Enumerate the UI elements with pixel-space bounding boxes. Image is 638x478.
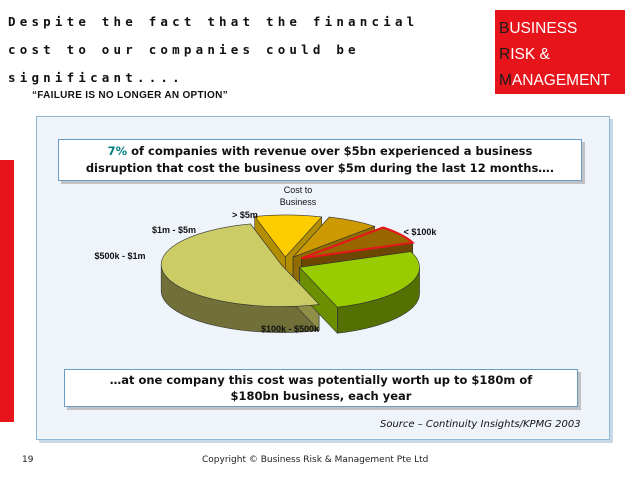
pie-slice (298, 251, 420, 308)
brand-initial: R (499, 46, 511, 63)
copyright: Copyright © Business Risk & Management P… (202, 455, 429, 465)
source-note: Source – Continuity Insights/KPMG 2003 (380, 419, 581, 430)
callout-top: 7% of companies with revenue over $5bn e… (58, 139, 582, 181)
callout-top-line-1: 7% of companies with revenue over $5bn e… (59, 143, 581, 160)
callout-bottom-line-1: …at one company this cost was potentiall… (109, 373, 533, 387)
chart-title-line-1: Cost to (284, 185, 313, 195)
slide-subtitle: “FAILURE IS NO LONGER AN OPTION” (32, 90, 228, 101)
pie-slice (301, 226, 416, 260)
brand-word: USINESS (509, 20, 578, 37)
brand-logo: BUSINESS RISK & MANAGEMENT (495, 10, 625, 94)
pie-slice (254, 214, 323, 258)
pie-label: $1m - $5m (152, 225, 196, 235)
pie-label: $500k - $1m (94, 251, 145, 261)
brand-line-business: BUSINESS (499, 16, 625, 42)
pie-label: < $100k (404, 227, 438, 237)
pie-label: > $5m (232, 210, 258, 220)
red-side-bar (0, 160, 14, 422)
chart-title-line-2: Business (280, 197, 317, 207)
brand-word: ISK & (510, 46, 550, 63)
slide-title-line-1: Despite the fact that the financial (8, 14, 419, 29)
pie-slice (160, 223, 320, 307)
brand-line-risk: RISK & (499, 42, 625, 68)
slide-title-line-2: cost to our companies could be (8, 42, 360, 57)
pie-labels: < $100k $100k - $500k $500k - $1m $1m - $5m… (94, 210, 437, 334)
callout-bottom: …at one company this cost was potentiall… (64, 369, 578, 407)
brand-initial: B (499, 20, 510, 37)
pie-slice (292, 216, 376, 258)
page-number: 19 (22, 455, 34, 465)
callout-top-line-2: disruption that cost the business over $… (85, 161, 555, 175)
callout-highlight: 7% (107, 144, 128, 158)
slide-title-line-3: significant.... (8, 70, 184, 85)
pie-label: $100k - $500k (261, 324, 320, 334)
brand-line-management: MANAGEMENT (499, 68, 625, 94)
callout-bottom-line-2: $180bn business, each year (230, 389, 412, 403)
pie-chart: Cost to Business < $100k $100k - $500k $50… (94, 185, 437, 334)
brand-word: ANAGEMENT (511, 72, 611, 89)
pie-slices (160, 214, 420, 334)
slide-title: Despite the fact that the financial cost… (8, 8, 478, 92)
brand-initial: M (499, 72, 512, 89)
callout-top-line-1-text: of companies with revenue over $5bn expe… (127, 144, 533, 158)
